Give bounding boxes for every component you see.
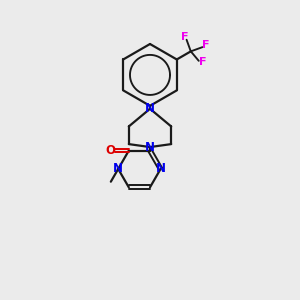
Text: N: N: [145, 141, 155, 154]
Text: F: F: [181, 32, 188, 42]
Text: N: N: [113, 162, 123, 176]
Text: O: O: [106, 144, 116, 157]
Text: F: F: [202, 40, 210, 50]
Text: F: F: [199, 57, 206, 67]
Text: N: N: [156, 162, 166, 176]
Text: N: N: [145, 102, 155, 115]
